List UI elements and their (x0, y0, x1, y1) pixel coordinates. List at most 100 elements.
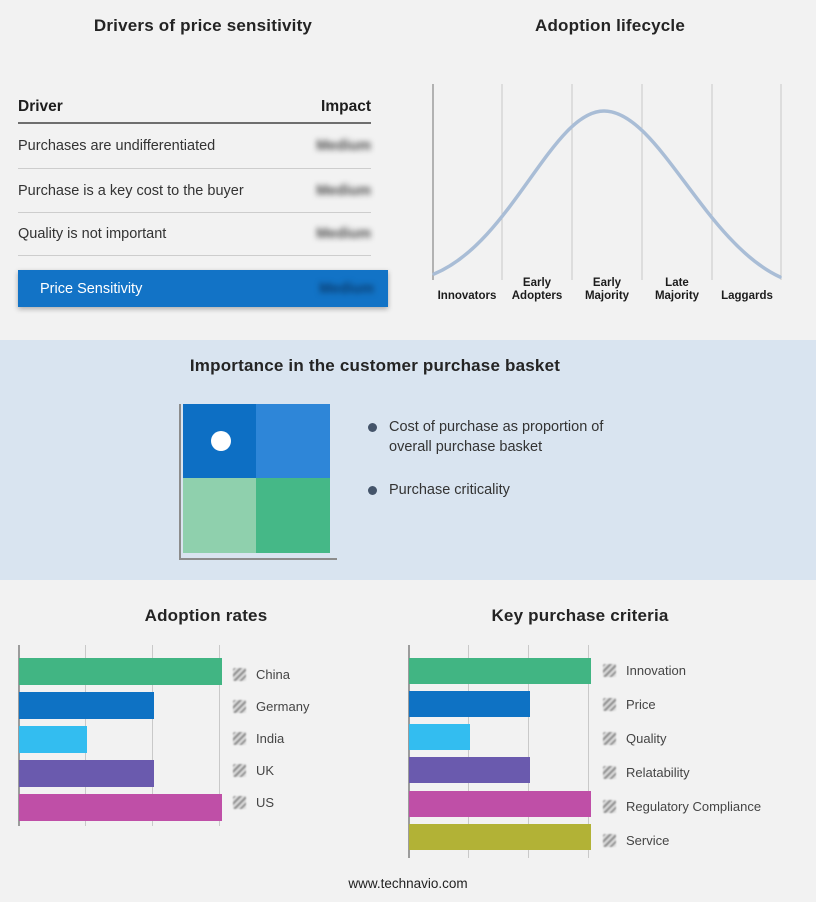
bar-relatability (409, 757, 531, 783)
basket-title: Importance in the customer purchase bask… (189, 356, 561, 375)
gridline (152, 645, 153, 826)
table-row: Quality is not important Medium (18, 213, 371, 256)
legend-label: UK (256, 763, 275, 778)
legend-item: Relatability (603, 765, 690, 780)
bullet-text: Purchase criticality (389, 482, 510, 499)
column-driver: Driver (18, 98, 63, 115)
footer-url: www.technavio.com (348, 876, 468, 891)
legend-swatch (603, 800, 616, 813)
legend-item: India (233, 731, 284, 746)
y-axis-line (408, 645, 410, 858)
stage-label: Early Adopters (511, 276, 563, 303)
legend-item: Regulatory Compliance (603, 799, 761, 814)
legend-swatch (603, 766, 616, 779)
purchase-basket-quadrant (183, 404, 330, 553)
legend-swatch (233, 764, 246, 777)
bullet-icon (368, 486, 377, 496)
legend-item: Innovation (603, 663, 686, 678)
legend-label: Germany (256, 699, 310, 714)
legend-label: US (256, 795, 275, 810)
legend-item: US (233, 795, 274, 810)
legend-swatch (233, 700, 246, 713)
impact-value-redacted: Medium (316, 226, 371, 242)
legend-label: Service (626, 833, 670, 848)
legend-swatch (603, 698, 616, 711)
legend-item: Service (603, 833, 669, 848)
basket-bullet-list: Cost of purchase as proportion of overal… (368, 418, 646, 501)
legend-label: India (256, 731, 285, 746)
table-row: Purchase is a key cost to the buyer Medi… (18, 169, 371, 213)
bar-price (409, 691, 531, 717)
adoption-rates-plot (18, 645, 222, 826)
legend-swatch (233, 668, 246, 681)
legend-label: Innovation (626, 663, 686, 678)
impact-value-redacted: Medium (316, 182, 371, 199)
key-purchase-criteria-plot (408, 645, 591, 858)
bar-quality (409, 724, 470, 750)
lifecycle-stage-labels: Innovators Early Adopters Early Majority… (432, 272, 782, 304)
adoption-rates-legend: China Germany India UK US (233, 667, 383, 817)
bar-uk (19, 760, 155, 787)
quadrant-top-left (183, 404, 256, 478)
legend-swatch (233, 796, 246, 809)
bullet-item: Purchase criticality (368, 481, 646, 501)
basket-band: Importance in the customer purchase bask… (0, 340, 816, 580)
bar-regulatory-compliance (409, 791, 591, 817)
key-purchase-criteria-legend: Innovation Price Quality Relatability Re… (603, 663, 813, 863)
legend-item: Germany (233, 699, 309, 714)
stage-label: Laggards (721, 290, 773, 303)
bullet-icon (368, 423, 377, 432)
lifecycle-chart (432, 84, 782, 280)
legend-item: China (233, 667, 290, 682)
gridline (588, 645, 589, 858)
table-row: Purchases are undifferentiated Medium (18, 124, 371, 169)
bar-innovation (409, 658, 591, 684)
stage-label: Early Majority (584, 276, 630, 303)
legend-swatch (233, 732, 246, 745)
gridline (468, 645, 469, 858)
bar-india (19, 726, 87, 753)
lifecycle-gridlines (432, 84, 782, 280)
stage-label: Late Majority (654, 276, 700, 303)
driver-label: Quality is not important (18, 226, 167, 242)
bar-china (19, 658, 222, 685)
quadrant-y-axis (179, 404, 181, 559)
bar-service (409, 824, 591, 850)
legend-label: Regulatory Compliance (626, 799, 762, 814)
adoption-rates-title: Adoption rates (144, 606, 268, 625)
quadrant-x-axis (179, 558, 337, 560)
key-purchase-criteria-title: Key purchase criteria (491, 606, 669, 625)
impact-value-redacted: Medium (319, 280, 374, 297)
bullet-text: Cost of purchase as proportion of overal… (389, 419, 604, 455)
legend-swatch (603, 732, 616, 745)
quadrant-bottom-left (183, 478, 256, 553)
impact-value-redacted: Medium (316, 138, 371, 154)
column-impact: Impact (321, 98, 371, 115)
gridline (528, 645, 529, 858)
stage-label: Innovators (437, 290, 497, 303)
legend-swatch (603, 664, 616, 677)
lifecycle-title: Adoption lifecycle (534, 16, 685, 35)
legend-item: Price (603, 697, 656, 712)
drivers-table-header: Driver Impact (18, 92, 371, 124)
driver-label: Purchase is a key cost to the buyer (18, 182, 244, 199)
price-sensitivity-label: Price Sensitivity (40, 280, 143, 297)
y-axis-line (18, 645, 20, 826)
legend-label: Quality (626, 731, 667, 746)
bar-germany (19, 692, 155, 719)
legend-item: UK (233, 763, 274, 778)
legend-swatch (603, 834, 616, 847)
gridline (219, 645, 220, 826)
legend-label: China (256, 667, 290, 682)
driver-label: Purchases are undifferentiated (18, 138, 216, 154)
bullet-item: Cost of purchase as proportion of overal… (368, 418, 646, 457)
quadrant-bottom-right (256, 478, 330, 553)
price-sensitivity-row: Price Sensitivity Medium (18, 270, 388, 307)
legend-item: Quality (603, 731, 666, 746)
legend-label: Price (626, 697, 656, 712)
quadrant-top-right (256, 404, 330, 478)
legend-label: Relatability (626, 765, 690, 780)
drivers-title: Drivers of price sensitivity (93, 16, 313, 35)
position-dot (211, 431, 231, 451)
